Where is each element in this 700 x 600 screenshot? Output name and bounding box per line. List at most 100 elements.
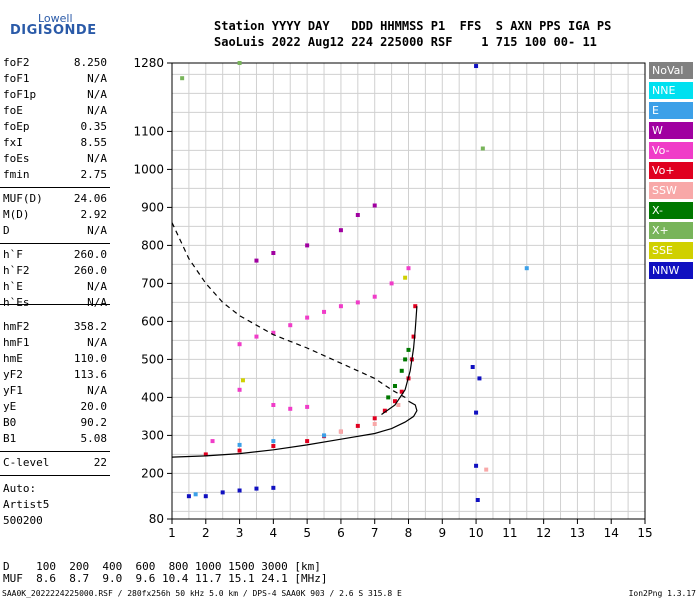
param-value: 8.55: [80, 136, 108, 149]
echo-point: [403, 357, 408, 362]
echo-point: [403, 275, 408, 280]
param-name: B1: [3, 432, 17, 445]
echo-point: [203, 452, 208, 457]
param-name: foEp: [3, 120, 30, 133]
echo-point: [305, 439, 310, 444]
echo-point: [271, 444, 276, 449]
echo-point: [399, 368, 404, 373]
param-row-clevel: C-level 22: [3, 456, 107, 472]
echo-point: [474, 64, 479, 69]
panel-separator: [0, 475, 110, 476]
footer-file-info: SAA0K_2022224225000.RSF / 280fx256h 50 k…: [2, 589, 402, 598]
y-tick-label: 200: [141, 466, 164, 480]
echo-point: [180, 76, 185, 81]
param-name: hmE: [3, 352, 23, 365]
echo-point: [411, 334, 416, 339]
echo-point: [372, 294, 377, 299]
param-row-hf: h`F 260.0: [3, 248, 107, 264]
param-name: h`F2: [3, 264, 30, 277]
legend-item-vo: Vo+: [649, 162, 693, 179]
header-labels: Station YYYY DAY DDD HHMMSS P1 FFS S AXN…: [214, 19, 612, 33]
echo-point: [338, 228, 343, 233]
panel-separator: [0, 451, 110, 452]
x-tick-label: 5: [303, 526, 311, 540]
legend-item-nne: NNE: [649, 82, 693, 99]
param-value: N/A: [87, 384, 107, 397]
echo-point: [474, 463, 479, 468]
param-value: 2.92: [80, 208, 108, 221]
param-value: 20.0: [80, 400, 108, 413]
param-row-ye: yE 20.0: [3, 400, 107, 416]
echo-point: [271, 485, 276, 490]
panel-separator: [0, 243, 110, 244]
echo-point: [372, 422, 377, 426]
legend-item-e: E: [649, 102, 693, 119]
logo-lowell: Lowell: [38, 12, 73, 25]
param-row-yf2: yF2 113.6: [3, 368, 107, 384]
echo-point: [254, 486, 259, 491]
x-tick-label: 7: [371, 526, 379, 540]
x-tick-label: 15: [637, 526, 652, 540]
param-value: 0.35: [80, 120, 108, 133]
param-row-fxi: fxI 8.55: [3, 136, 107, 152]
param-name: hmF2: [3, 320, 30, 333]
legend-item-x: X+: [649, 222, 693, 239]
param-name: yE: [3, 400, 17, 413]
param-row-d: D N/A: [3, 224, 107, 240]
param-row-mufd: MUF(D) 24.06: [3, 192, 107, 208]
y-tick-label: 700: [141, 276, 164, 290]
y-tick-label: 1100: [133, 124, 164, 138]
panel-separator: [0, 187, 110, 188]
param-value: N/A: [87, 72, 107, 85]
echo-point: [237, 61, 242, 65]
param-name: foF2: [3, 56, 30, 69]
param-value: 90.2: [80, 416, 108, 429]
param-name: h`Es: [3, 296, 30, 309]
echo-point: [237, 442, 242, 447]
legend-item-x: X-: [649, 202, 693, 219]
y-tick-label: 80: [149, 512, 164, 526]
param-value: 8.250: [73, 56, 107, 69]
param-name: foE: [3, 104, 23, 117]
logo-digisonde: DIGISONDE: [10, 23, 97, 38]
distance-row: D 100 200 400 600 800 1000 1500 3000 [km…: [3, 560, 321, 573]
param-value: N/A: [87, 104, 107, 117]
x-tick-label: 3: [236, 526, 244, 540]
auto-label: Auto:: [3, 482, 37, 495]
echo-point: [382, 408, 387, 413]
param-row-fof1p: foF1p N/A: [3, 88, 107, 104]
y-tick-label: 1000: [133, 162, 164, 176]
param-row-b0: B0 90.2: [3, 416, 107, 432]
echo-point: [305, 315, 310, 320]
panel-separator: [0, 304, 110, 305]
param-value: 2.75: [80, 168, 108, 181]
echo-point: [355, 213, 360, 217]
param-value: N/A: [87, 88, 107, 101]
echo-point: [406, 347, 411, 352]
x-tick-label: 8: [405, 526, 413, 540]
param-value: N/A: [87, 224, 107, 237]
param-name: B0: [3, 416, 17, 429]
profile-curve: [381, 306, 418, 415]
echo-point: [210, 439, 215, 444]
param-row-foe: foE N/A: [3, 104, 107, 120]
param-name: C-level: [3, 456, 50, 469]
echo-point: [186, 494, 191, 499]
x-tick-label: 4: [270, 526, 278, 540]
echo-point: [288, 406, 293, 411]
param-name: foEs: [3, 152, 30, 165]
param-value: 110.0: [73, 352, 107, 365]
param-name: h`E: [3, 280, 23, 293]
legend-item-vo: Vo-: [649, 142, 693, 159]
x-tick-label: 12: [536, 526, 551, 540]
y-tick-label: 300: [141, 428, 164, 442]
param-value: 260.0: [73, 264, 107, 277]
y-tick-label: 500: [141, 352, 164, 366]
echo-point: [475, 498, 480, 502]
legend-item-nnw: NNW: [649, 262, 693, 279]
param-name: yF1: [3, 384, 23, 397]
param-value: N/A: [87, 296, 107, 309]
echo-point: [237, 448, 242, 453]
param-row-b1: B1 5.08: [3, 432, 107, 448]
auto-artist: Artist5: [3, 498, 50, 511]
